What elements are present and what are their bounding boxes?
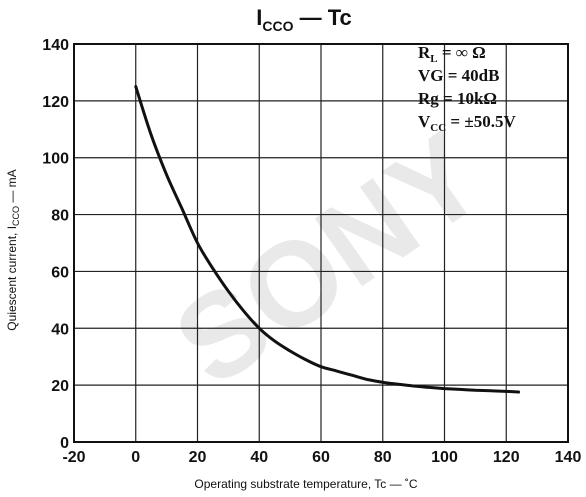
- y-tick-label: 80: [51, 208, 69, 225]
- y-axis-label-subscript: CCO: [11, 206, 21, 226]
- annotation-main: V: [418, 112, 431, 131]
- x-tick-label: 0: [131, 449, 140, 466]
- title-subscript: CCO: [262, 18, 293, 34]
- y-tick-label: 20: [51, 378, 69, 395]
- x-tick-label: 140: [555, 449, 582, 466]
- annotation-main: R: [418, 43, 431, 62]
- title-suffix: — Tc: [293, 5, 351, 30]
- annotation-rest: = ±50.5V: [446, 112, 516, 131]
- watermark: SONY: [152, 107, 507, 412]
- y-axis-label: Quiescent current, ICCO — mA: [5, 169, 21, 330]
- x-tick-label: 120: [493, 449, 520, 466]
- y-tick-label: 60: [51, 264, 69, 281]
- title-main: I: [256, 5, 262, 30]
- annotation-line: VG = 40dB: [418, 66, 499, 85]
- annotation-line: Rg = 10kΩ: [418, 89, 497, 108]
- annotation-rest: = ∞ Ω: [438, 43, 486, 62]
- annotation-subscript: CC: [430, 122, 446, 134]
- x-tick-label: 20: [189, 449, 207, 466]
- watermark-text: SONY: [152, 107, 507, 412]
- annotation-line: RL = ∞ Ω: [418, 43, 486, 65]
- y-tick-label: 0: [60, 435, 69, 452]
- x-tick-label: 60: [312, 449, 330, 466]
- y-tick-label: 40: [51, 321, 69, 338]
- annotation-line: VCC = ±50.5V: [418, 112, 516, 134]
- x-tick-label: 100: [431, 449, 458, 466]
- series: [134, 85, 521, 394]
- x-tick-label: 80: [374, 449, 392, 466]
- y-tick-label: 100: [42, 151, 69, 168]
- y-axis-label-main: Quiescent current, I: [5, 226, 19, 331]
- annotation-subscript: L: [430, 53, 437, 65]
- y-axis-label-suffix: — mA: [5, 169, 19, 206]
- x-tick-label: 40: [250, 449, 268, 466]
- annotation-main: VG = 40dB: [418, 66, 499, 85]
- y-tick-label: 120: [42, 94, 69, 111]
- annotation-main: Rg = 10kΩ: [418, 89, 497, 108]
- plot-frame: [73, 43, 569, 443]
- chart-title: ICCO — Tc: [256, 5, 352, 34]
- y-tick-label: 140: [42, 37, 69, 54]
- x-axis-label: Operating substrate temperature, Tc — ˚C: [194, 477, 418, 491]
- series-line: [134, 85, 521, 394]
- x-tick-label: -20: [62, 449, 85, 466]
